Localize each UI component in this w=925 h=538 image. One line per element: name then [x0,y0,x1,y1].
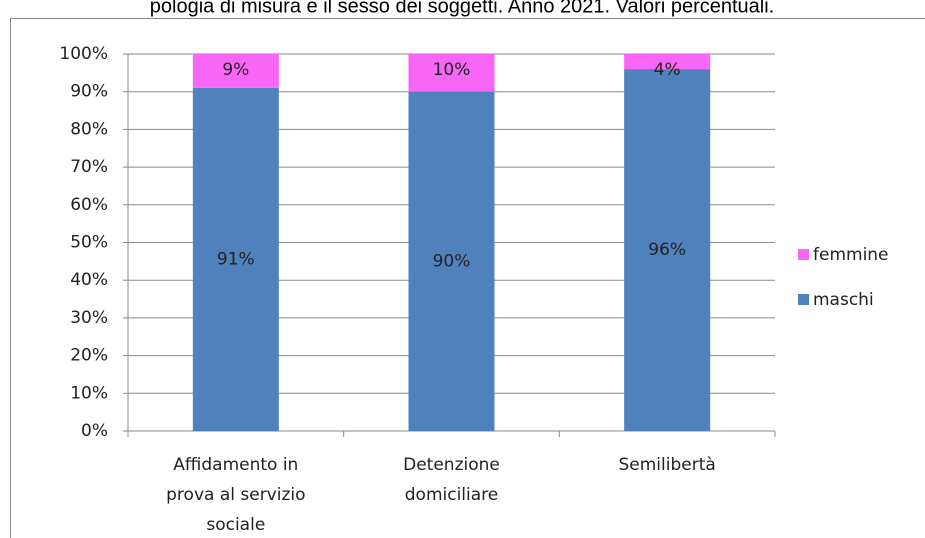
data-label: 91% [217,249,255,269]
y-tick-label: 10% [70,383,108,403]
legend-swatch [798,249,809,260]
y-tick-label: 70% [70,157,108,177]
bar-segment [192,54,279,88]
chart-title: pologia di misura e il sesso dei soggett… [150,0,774,17]
legend-swatch [798,294,809,305]
bar-segment [624,54,711,70]
y-tick-label: 100% [59,44,108,64]
y-tick-label: 90% [70,82,108,102]
bar-segment [624,69,711,431]
x-tick-label: Affidamento in prova al servizio sociale [166,455,305,535]
x-tick-label: Semilibertà [619,455,716,475]
legend-label: maschi [813,290,874,310]
y-tick-label: 50% [70,233,108,253]
data-label: 9% [222,60,249,80]
y-tick-label: 0% [81,421,108,441]
data-label: 96% [648,240,686,260]
bar-segment [408,54,495,92]
bar-segment [192,87,279,432]
data-label: 90% [433,251,471,271]
y-tick-label: 40% [70,270,108,290]
bar-segment [408,91,495,431]
y-tick-label: 60% [70,195,108,215]
y-tick-label: 80% [70,119,108,139]
data-label: 4% [654,60,681,80]
data-label: 10% [433,60,471,80]
x-tick-label: Detenzione domiciliare [403,455,500,505]
legend-label: femmine [813,245,889,265]
y-tick-label: 20% [70,346,108,366]
y-tick-label: 30% [70,308,108,328]
